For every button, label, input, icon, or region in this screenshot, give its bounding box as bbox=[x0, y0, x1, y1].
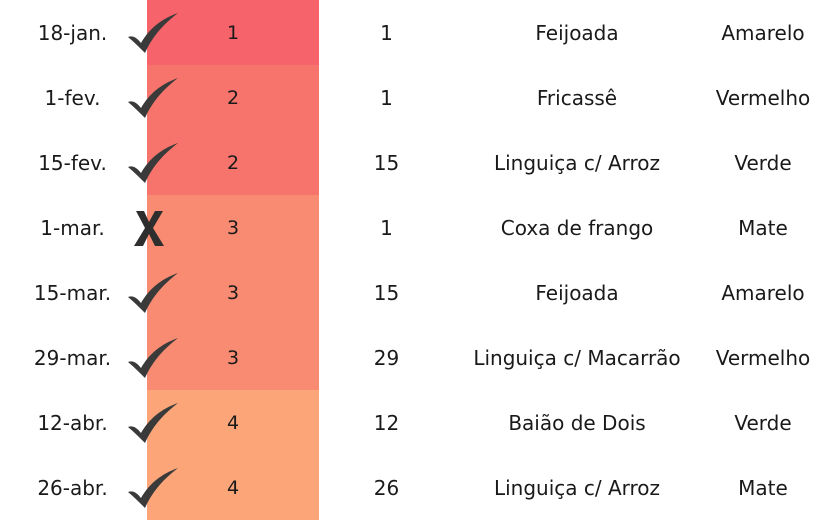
day-cell: 29 bbox=[373, 345, 400, 370]
week-cell: 2 bbox=[147, 65, 319, 130]
table-row: 3 1-mar. 1 Coxa de frango Mate bbox=[0, 195, 836, 260]
dish-cell: Fricassê bbox=[536, 85, 618, 110]
color-cell: Vermelho bbox=[715, 345, 811, 370]
dish-cell: Baião de Dois bbox=[508, 410, 646, 435]
date-cell: 15-mar. bbox=[33, 280, 112, 305]
checkmark-icon bbox=[118, 65, 188, 130]
table-row: 4 26-abr. 26 Linguiça c/ Arroz Mate bbox=[0, 455, 836, 520]
checkmark-icon bbox=[118, 390, 188, 455]
week-cell: 3 bbox=[147, 260, 319, 325]
day-cell: 26 bbox=[373, 475, 400, 500]
date-cell: 29-mar. bbox=[33, 345, 112, 370]
dish-cell: Linguiça c/ Macarrão bbox=[473, 345, 681, 370]
color-cell: Amarelo bbox=[721, 20, 805, 45]
date-cell: 1-mar. bbox=[40, 215, 105, 240]
week-cell: 4 bbox=[147, 390, 319, 455]
checkmark-icon bbox=[118, 130, 188, 195]
table-row: 4 12-abr. 12 Baião de Dois Verde bbox=[0, 390, 836, 455]
day-cell: 1 bbox=[380, 85, 393, 110]
week-cell: 4 bbox=[147, 455, 319, 520]
x-mark-icon bbox=[118, 195, 180, 260]
checkmark-icon bbox=[118, 325, 188, 390]
day-cell: 1 bbox=[380, 20, 393, 45]
date-cell: 12-abr. bbox=[37, 410, 108, 435]
day-cell: 12 bbox=[373, 410, 400, 435]
dish-cell: Feijoada bbox=[535, 20, 619, 45]
day-cell: 15 bbox=[373, 150, 400, 175]
dish-cell: Linguiça c/ Arroz bbox=[493, 150, 661, 175]
date-cell: 15-fev. bbox=[38, 150, 107, 175]
color-cell: Amarelo bbox=[721, 280, 805, 305]
table-row: 1 18-jan. 1 Feijoada Amarelo bbox=[0, 0, 836, 65]
color-cell: Mate bbox=[738, 475, 788, 500]
checkmark-icon bbox=[118, 0, 188, 65]
date-cell: 18-jan. bbox=[37, 20, 108, 45]
table-row: 3 29-mar. 29 Linguiça c/ Macarrão Vermelho bbox=[0, 325, 836, 390]
checkmark-icon bbox=[118, 260, 188, 325]
day-cell: 1 bbox=[380, 215, 393, 240]
dish-cell: Feijoada bbox=[535, 280, 619, 305]
dish-cell: Coxa de frango bbox=[500, 215, 654, 240]
dish-cell: Linguiça c/ Arroz bbox=[493, 475, 661, 500]
table-row: 2 1-fev. 1 Fricassê Vermelho bbox=[0, 65, 836, 130]
color-cell: Vermelho bbox=[715, 85, 811, 110]
table-row: 3 15-mar. 15 Feijoada Amarelo bbox=[0, 260, 836, 325]
date-cell: 26-abr. bbox=[37, 475, 108, 500]
week-cell: 2 bbox=[147, 130, 319, 195]
table-row: 2 15-fev. 15 Linguiça c/ Arroz Verde bbox=[0, 130, 836, 195]
color-cell: Verde bbox=[734, 410, 792, 435]
week-cell: 1 bbox=[147, 0, 319, 65]
day-cell: 15 bbox=[373, 280, 400, 305]
week-cell: 3 bbox=[147, 195, 319, 260]
date-cell: 1-fev. bbox=[44, 85, 101, 110]
checkmark-icon bbox=[118, 455, 188, 520]
week-cell: 3 bbox=[147, 325, 319, 390]
color-cell: Mate bbox=[738, 215, 788, 240]
color-cell: Verde bbox=[734, 150, 792, 175]
